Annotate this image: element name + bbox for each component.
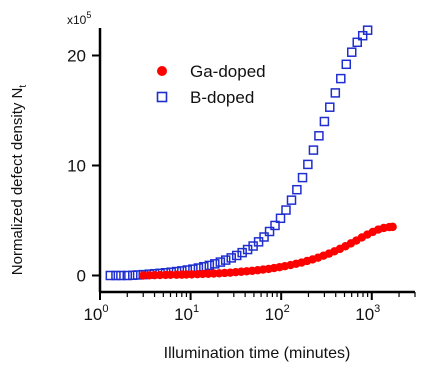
b-doped-point xyxy=(314,131,324,141)
legend-b-doped-label: B-doped xyxy=(190,88,254,107)
b-doped-point xyxy=(319,116,330,127)
b-doped-point xyxy=(292,184,302,195)
b-doped-point xyxy=(116,270,126,281)
y-tick-label: 10 xyxy=(67,157,86,176)
b-doped-point xyxy=(308,145,319,155)
y-axis-multiplier: x105 xyxy=(67,10,91,27)
b-doped-point xyxy=(341,59,352,70)
b-doped-point xyxy=(325,102,335,112)
b-doped-point xyxy=(128,270,138,281)
b-doped-point xyxy=(286,195,297,205)
b-doped-point xyxy=(259,232,269,242)
legend-ga-doped-marker xyxy=(157,66,167,76)
b-doped-point xyxy=(352,37,362,48)
b-doped-point xyxy=(346,47,357,57)
x-tick-label: 101 xyxy=(174,303,199,324)
b-doped-point xyxy=(264,226,275,237)
y-tick-label: 20 xyxy=(67,47,86,66)
ga-doped-point xyxy=(139,271,148,280)
b-doped-point xyxy=(270,220,280,231)
b-doped-point xyxy=(330,88,341,98)
ga-doped-point xyxy=(166,270,175,280)
b-doped-point xyxy=(122,270,133,281)
b-doped-point xyxy=(220,255,231,265)
y-axis-label: Normalized defect density Nt xyxy=(9,85,29,276)
b-doped-point xyxy=(281,205,291,215)
b-doped-point xyxy=(210,259,220,269)
x-tick-label: 102 xyxy=(265,303,290,324)
b-doped-point xyxy=(237,247,247,258)
y-tick-label: 0 xyxy=(77,267,86,286)
b-doped-point xyxy=(275,213,286,224)
b-doped-point xyxy=(253,237,264,247)
b-doped-point xyxy=(204,260,215,271)
b-doped-point xyxy=(105,270,116,281)
x-tick-label: 103 xyxy=(355,303,380,324)
b-doped-point xyxy=(297,172,308,183)
b-doped-point xyxy=(357,30,368,41)
b-doped-point xyxy=(231,250,242,261)
plot-area xyxy=(105,25,397,281)
legend-b-doped-marker xyxy=(156,91,168,103)
legend-ga-doped-label: Ga-doped xyxy=(190,62,266,81)
legend: Ga-doped B-doped xyxy=(156,62,266,107)
axis-ticks: 0 10 20 100 101 102 103 xyxy=(67,47,416,324)
b-doped-point xyxy=(226,253,236,263)
b-doped-point xyxy=(111,270,121,281)
ga-doped-point xyxy=(388,222,397,232)
b-doped-point xyxy=(362,25,373,35)
b-doped-point xyxy=(215,257,226,267)
b-doped-point xyxy=(336,73,346,84)
x-axis-label: Illumination time (minutes) xyxy=(164,345,351,362)
b-doped-point xyxy=(303,159,313,170)
x-tick-label: 100 xyxy=(83,303,108,324)
